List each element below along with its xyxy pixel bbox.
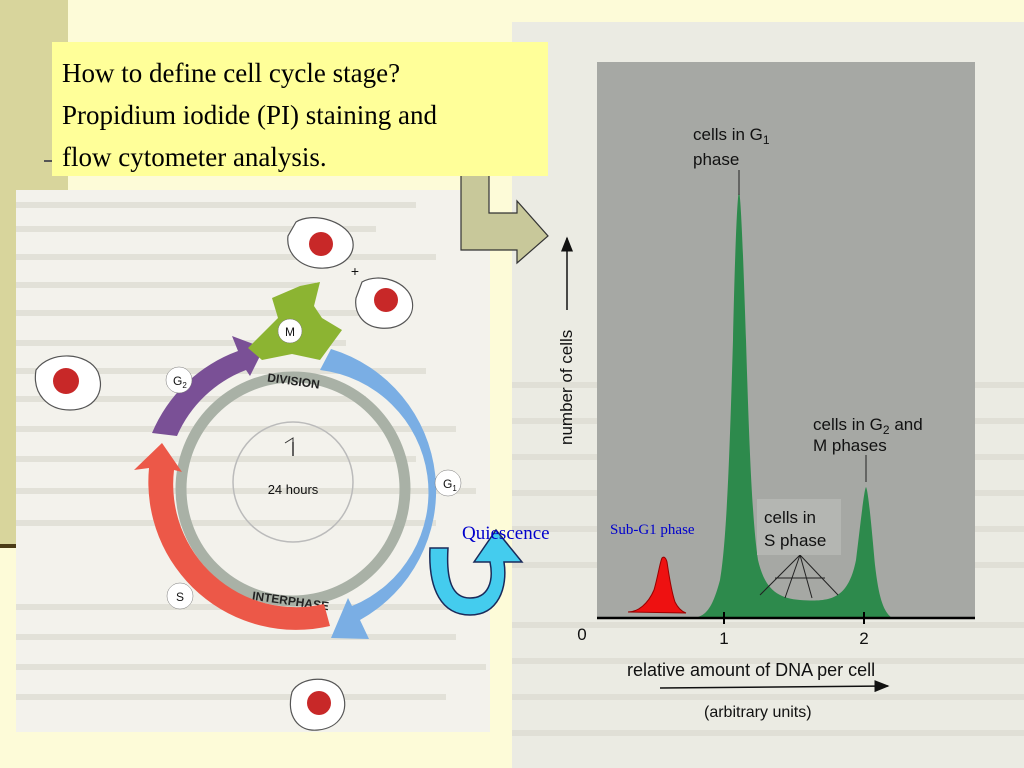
g1-peak-label: cells in G1 phase [693,125,770,169]
center-label: 24 hours [268,482,319,497]
sub-g1-peak [627,556,687,614]
x-axis-units: (arbitrary units) [704,704,812,721]
s-phase-label: S [176,590,184,604]
pointer-arrow [460,171,549,265]
svg-text:M phases: M phases [813,436,887,455]
scanned-page-left [16,190,490,732]
inner-ring [175,371,411,607]
y-axis-label: number of cells [557,330,576,445]
clock-circle [232,421,354,543]
title-line-2: Propidium iodide (PI) staining and [62,100,437,130]
svg-text:cells in G1: cells in G1 [693,125,770,147]
m-phase-label: M [285,325,295,339]
x-axis-label: relative amount of DNA per cell [627,660,875,680]
g1-phase-label: G1 [443,477,457,493]
s-phase-pointers [759,554,839,599]
x-tick-0: 0 [577,625,586,644]
left-decor-rule [0,544,24,548]
x-tick-1: 1 [719,629,728,648]
cell-right-top [355,277,414,329]
quiescence-arrow [429,528,524,616]
cell-bottom [289,678,346,731]
sub-g1-label: Sub-G1 phase [610,522,695,538]
svg-text:cells in G2 and: cells in G2 and [813,415,923,437]
small-dash [44,160,54,162]
s-phase-peak-label: cells in S phase [764,508,826,550]
cell-top [287,217,354,269]
s-phase-label-box [757,499,841,555]
svg-text:phase: phase [693,150,739,169]
svg-text:S phase: S phase [764,531,826,550]
x-tick-2: 2 [859,629,868,648]
s-phase-arc [134,443,330,630]
g2-phase-arc [152,336,264,436]
histogram-figure: cells in G1 phase cells in G2 and M phas… [557,62,975,721]
title-box: How to define cell cycle stage? Propidiu… [52,42,548,176]
x-axis-arrow [659,680,890,693]
svg-text:cells in: cells in [764,508,816,527]
cell-left [34,355,102,411]
cell-cycle-diagram: 24 hours DIVISION INTERPHASE G1 S G2 M + [34,217,462,731]
title-line-3: flow cytometer analysis. [62,142,327,172]
title-line-1: How to define cell cycle stage? [62,58,401,88]
g2-phase-label: G2 [173,374,187,390]
g2-peak-label: cells in G2 and M phases [813,415,923,455]
g1-phase-arc [320,349,437,639]
peaks-curve [690,190,892,618]
plus-sign: + [351,263,359,279]
quiescence-label: Quiescence [462,523,550,544]
